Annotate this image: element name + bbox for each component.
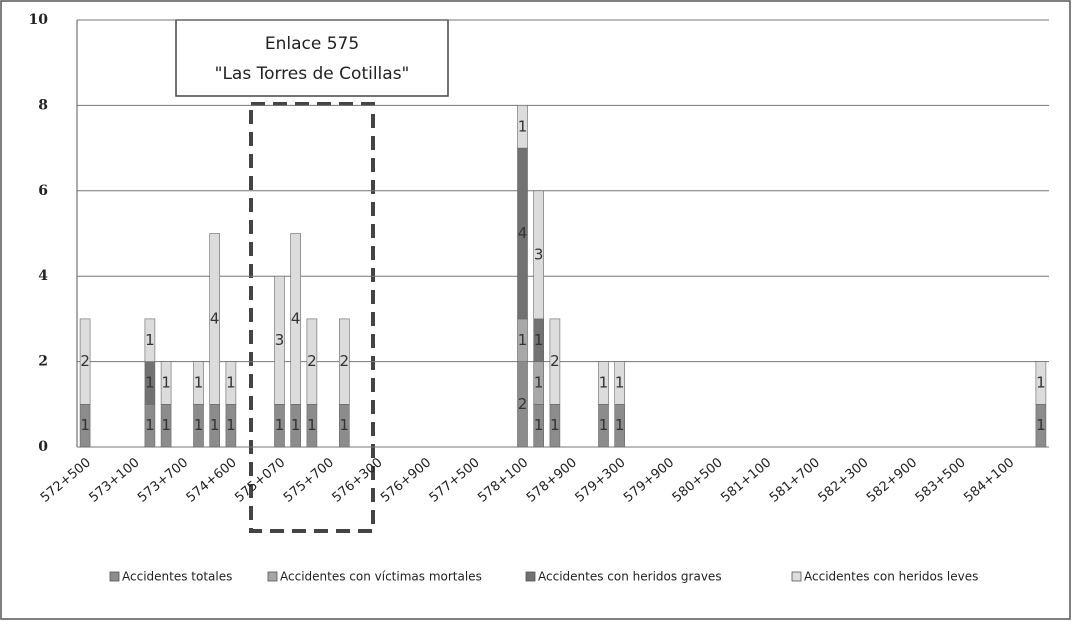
annotation: "Las Torres de Cotillas" <box>215 64 410 84</box>
data-label: 2 <box>80 352 90 370</box>
bar-segment <box>209 233 220 405</box>
data-label: 1 <box>161 373 171 391</box>
data-label: 1 <box>194 416 204 434</box>
data-label: 1 <box>534 373 544 391</box>
bar-segment <box>160 361 172 405</box>
data-label: 1 <box>194 373 204 391</box>
y-tick-label: 6 <box>38 183 48 199</box>
data-label: 1 <box>145 373 155 391</box>
data-label: 1 <box>275 416 285 434</box>
data-label: 4 <box>291 309 301 327</box>
legend-label: Accidentes con víctimas mortales <box>280 570 482 584</box>
data-label: 1 <box>615 373 625 391</box>
bar-segment <box>598 361 609 405</box>
bar-segment <box>225 361 237 405</box>
data-label: 3 <box>275 331 285 349</box>
data-label: 1 <box>210 416 220 434</box>
data-label: 1 <box>534 416 544 434</box>
legend-swatch <box>109 571 120 582</box>
data-label: 2 <box>550 352 560 370</box>
data-label: 1 <box>1036 373 1046 391</box>
data-label: 1 <box>291 416 301 434</box>
legend-label: Accidentes con heridos leves <box>804 570 978 584</box>
data-label: 1 <box>518 331 528 349</box>
data-label: 1 <box>1036 416 1046 434</box>
highlight-box <box>249 102 375 533</box>
bar-segment <box>274 275 285 405</box>
bar-segment <box>306 318 318 405</box>
bar-segment <box>533 190 545 320</box>
bar-segment <box>79 318 91 405</box>
data-label: 1 <box>550 416 560 434</box>
bar-segment <box>517 105 528 149</box>
data-label: 4 <box>518 224 528 242</box>
bar-segment <box>144 318 156 362</box>
data-label: 1 <box>599 416 609 434</box>
legend-label: Accidentes totales <box>122 570 232 584</box>
legend-swatch <box>267 571 278 582</box>
bar-segment <box>614 361 626 405</box>
data-label: 4 <box>210 309 220 327</box>
data-label: 2 <box>340 352 350 370</box>
legend-swatch <box>525 571 536 582</box>
bar-segment <box>290 233 302 405</box>
data-label: 1 <box>161 416 171 434</box>
data-label: 2 <box>518 395 528 413</box>
legend-swatch <box>791 571 802 582</box>
bar-segment <box>549 318 561 405</box>
data-label: 1 <box>80 416 90 434</box>
annotation-box <box>175 19 449 97</box>
data-label: 1 <box>226 416 236 434</box>
data-label: 1 <box>518 117 528 135</box>
data-label: 1 <box>226 373 236 391</box>
legend-label: Accidentes con heridos graves <box>538 570 722 584</box>
annotation: Enlace 575 <box>265 34 359 54</box>
data-label: 1 <box>307 416 317 434</box>
data-label: 1 <box>615 416 625 434</box>
y-tick-label: 4 <box>38 268 48 284</box>
data-label: 1 <box>145 331 155 349</box>
data-label: 1 <box>534 331 544 349</box>
y-tick-label: 8 <box>38 97 48 113</box>
y-tick-label: 0 <box>38 439 48 455</box>
data-label: 3 <box>534 245 544 263</box>
data-label: 2 <box>307 352 317 370</box>
bar-segment <box>193 361 204 405</box>
data-label: 1 <box>599 373 609 391</box>
bar-segment <box>1035 361 1047 405</box>
y-tick-label: 2 <box>38 354 48 370</box>
data-label: 1 <box>145 416 155 434</box>
y-tick-label: 10 <box>29 12 49 28</box>
bar-segment <box>338 318 350 405</box>
data-label: 1 <box>340 416 350 434</box>
